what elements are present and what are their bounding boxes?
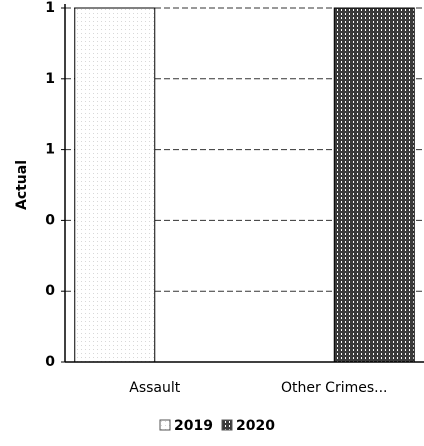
legend-label: 2019 [174, 418, 213, 434]
y-tick-label: 1 [45, 71, 55, 87]
legend-swatch [221, 419, 233, 431]
y-tick-label: 0 [45, 283, 55, 299]
bar [333, 7, 415, 363]
y-tick-label: 0 [45, 354, 55, 370]
x-tick-label: Assault [129, 380, 181, 396]
legend-label: 2020 [236, 418, 275, 434]
y-tick-label: 1 [45, 142, 55, 158]
y-tick-label: 1 [45, 0, 55, 16]
legend-swatch [159, 419, 171, 431]
y-tick-label: 0 [45, 212, 55, 228]
y-axis-label: Actual [14, 160, 30, 210]
x-tick-label: Other Crimes... [281, 380, 388, 396]
bar [74, 7, 156, 363]
